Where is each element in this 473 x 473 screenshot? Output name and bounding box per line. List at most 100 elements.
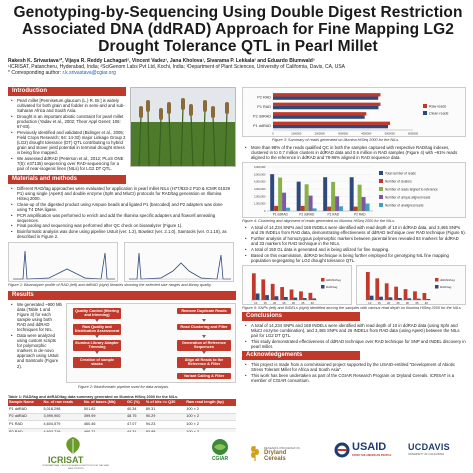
x-tick-label: 20 [387,301,391,305]
table-cell: 5,018,298 [42,406,83,414]
bar [274,295,279,300]
table-1-caption: Table 1: RAD/tag and ddRAD/tag data summ… [8,394,179,399]
bar [289,289,294,300]
table-cell: 399.99 [82,413,127,422]
bar [327,206,332,211]
bar [273,102,381,106]
flow-step: Raw Quality and Distribution Assessment [73,323,121,335]
icrisat-leaf-icon [66,437,80,454]
email-link[interactable]: r.k.srivastava@cgiar.org [62,70,116,77]
flow-step: Align all Reads to the Reference & Filte… [177,356,231,368]
ack-bullet: This work has been undertaken as part of… [245,373,466,383]
bar [416,298,421,300]
y-tick-label: 6,000,000 [254,165,266,169]
bar [379,296,383,300]
bar [274,205,279,211]
methods-bullet: Final pooling and sequencing was perform… [11,223,234,228]
dryland-grain-icon [251,446,259,461]
x-tick-label: 40 [425,301,429,305]
x-tick-label: 2000000 [315,132,326,136]
bar [365,271,370,300]
legend-label: Number of unique aligned reads [385,195,431,199]
corresponding-author: * Corresponding author: r.k.srivastava@c… [8,70,468,76]
x-tick-label: P2 RAD [354,212,366,216]
bar [384,283,389,300]
x-tick-label: 30 [406,301,410,305]
flow-arrow [95,318,99,322]
y-tick-label: 3,000,000 [254,187,266,191]
flow-arrow [202,367,206,371]
bar [278,177,283,211]
legend-label: RAD/tag [326,285,338,289]
bar [308,292,313,300]
table-row: P2 ddRAD 3,999,900 399.99 48.75 90.29 100 × 2 [8,413,236,422]
usaid-tagline: FROM THE AMERICAN PEOPLE [352,454,392,457]
bar [331,181,336,211]
x-tick-label: 15 [378,301,382,305]
legend-swatch [423,104,427,108]
data-summary-table-block: Table 1: RAD/tag and ddRAD/tag data summ… [8,395,236,437]
x-tick-label: 35 [301,301,305,305]
results-bullet: We generated ~900 Mb data (Table 1 and F… [11,302,62,333]
usaid-logo: USAID FROM THE AMERICAN PEOPLE [334,438,394,468]
flow-step: Illumina Library Adapter Trimming [73,339,121,351]
legend-swatch [379,194,383,199]
methods-bullet: Bioinformatic analysis was done using pi… [11,229,234,239]
figure-5-indel-chart: 10 15 20 25 30 35 40 ddRAD/tag RAD/tag [356,264,466,305]
legend-swatch [379,178,383,183]
bar [296,181,301,211]
bar [353,206,358,211]
right-column: P2 RAD P1 RAD P2 ddRAD P1 ddRAD 0 1000000 2000… [242,87,466,384]
bar [273,124,389,129]
bar [299,291,303,300]
ucdavis-logo: UCDAVIS UNIVERSITY OF CALIFORNIA [408,442,466,466]
pearl-millet-field-photo [130,87,236,167]
table-header-cell: Sample Name [8,399,43,406]
legend-label: ddRAD/tag [326,278,341,282]
legend-swatch [435,284,439,289]
y-tick-label: 4,000,000 [254,179,266,183]
bar [273,105,379,110]
table-cell: 4,604,579 [42,420,83,430]
bar [308,195,313,211]
x-tick-label: 40 [311,301,315,305]
bar [394,286,398,300]
legend-label: Clean reads [429,112,449,116]
x-tick-label: 20 [273,301,277,305]
y-tick-label: P1 ddRAD [253,124,271,128]
ack-bullet: This project is made from a commissioned… [245,362,466,372]
cgiar-wordmark: CGIAR [211,456,229,462]
bar [365,203,370,211]
cgiar-globe-icon [212,439,228,455]
methods-bullet: Clean-up of the digested product using A… [11,202,234,212]
bar [273,115,365,119]
bar [422,292,427,300]
bar [273,93,381,97]
table-header-cell: No. of bases (Mb) [82,399,127,406]
legend-swatch [321,284,325,289]
table-header-row: Sample Name No. of raw reads No. of base… [8,399,236,406]
pipeline-flowchart: Quality Control (filtering and trimming)… [66,302,236,383]
table-row: P1 ddRAD 5,018,298 501.82 40.34 89.31 100 × 2 [8,406,236,414]
methods-heading: Materials and methods [8,175,126,184]
field-illustration [131,88,235,166]
table-cell: 90.29 [144,413,186,422]
x-tick-label: 25 [282,301,286,305]
bar [255,293,260,300]
figure-5-indel-svg: 10 15 20 25 30 35 40 ddRAD/tag RAD/tag [365,271,455,305]
conclusion-bullet: A total of 14,234 SNPs and 168 INDELs we… [245,323,466,338]
flow-arrow [202,318,206,322]
bar [251,273,256,300]
conclusions-list: A total of 14,234 SNPs and 168 INDELs we… [242,323,466,349]
legend-label: Number of reads aligned to reference [385,187,438,191]
table-cell: 100 × 2 [185,406,236,414]
flow-step: Variant Calling & Filter [177,372,231,380]
bar [312,208,317,211]
author-list: Rakesh K. Srivastava¹*, Vijaya R. Reddy … [8,58,315,64]
bar [261,279,266,300]
flow-step: Read Clustering and Filter [177,323,231,331]
bar [398,297,402,300]
legend-label: ddRAD/tag [440,278,455,282]
bar [361,196,366,211]
ucdavis-wordmark: UCDAVIS [408,442,450,452]
